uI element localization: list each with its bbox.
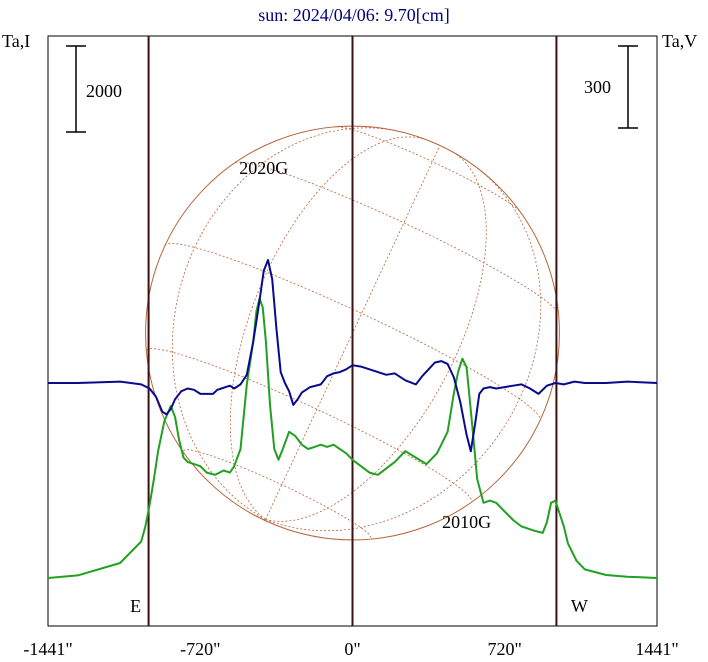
x-tick-labels: -1441" -720" 0" 720" 1441" <box>23 639 678 659</box>
latitude-gridline <box>235 161 559 314</box>
left-scale-value: 2000 <box>86 81 122 101</box>
series-group <box>48 259 657 579</box>
right-scale-bar: 300 <box>584 45 638 129</box>
longitude-gridline <box>265 163 542 532</box>
right-scale-value: 300 <box>584 77 611 97</box>
latitude-gridline <box>146 348 473 503</box>
annotations: 2020G 2010G <box>239 158 491 532</box>
left-scale-bar: 2000 <box>66 45 122 133</box>
series-line-V <box>48 259 657 453</box>
left-axis-label: Ta,I <box>2 31 30 51</box>
longitude-gridline <box>265 152 487 522</box>
latitude-gridline <box>337 126 521 213</box>
latitude-gridline <box>183 449 372 539</box>
longitude-gridline <box>265 145 441 520</box>
x-tick-label: -1441" <box>23 639 72 659</box>
x-tick-label: 1441" <box>635 639 678 659</box>
annotation-label: 2020G <box>239 158 288 178</box>
right-axis-label: Ta,V <box>662 31 697 51</box>
x-tick-label: 720" <box>487 639 521 659</box>
longitude-gridline <box>229 136 426 520</box>
annotation-label: 2010G <box>442 512 491 532</box>
x-tick-label: 0" <box>344 639 360 659</box>
west-label: W <box>571 596 588 616</box>
chart-title: sun: 2024/04/06: 9.70[cm] <box>258 5 450 25</box>
series-line-I <box>48 297 657 579</box>
x-tick-label: -720" <box>180 639 220 659</box>
east-label: E <box>130 596 141 616</box>
longitude-gridline <box>171 127 405 520</box>
vertical-lines <box>147 36 558 626</box>
